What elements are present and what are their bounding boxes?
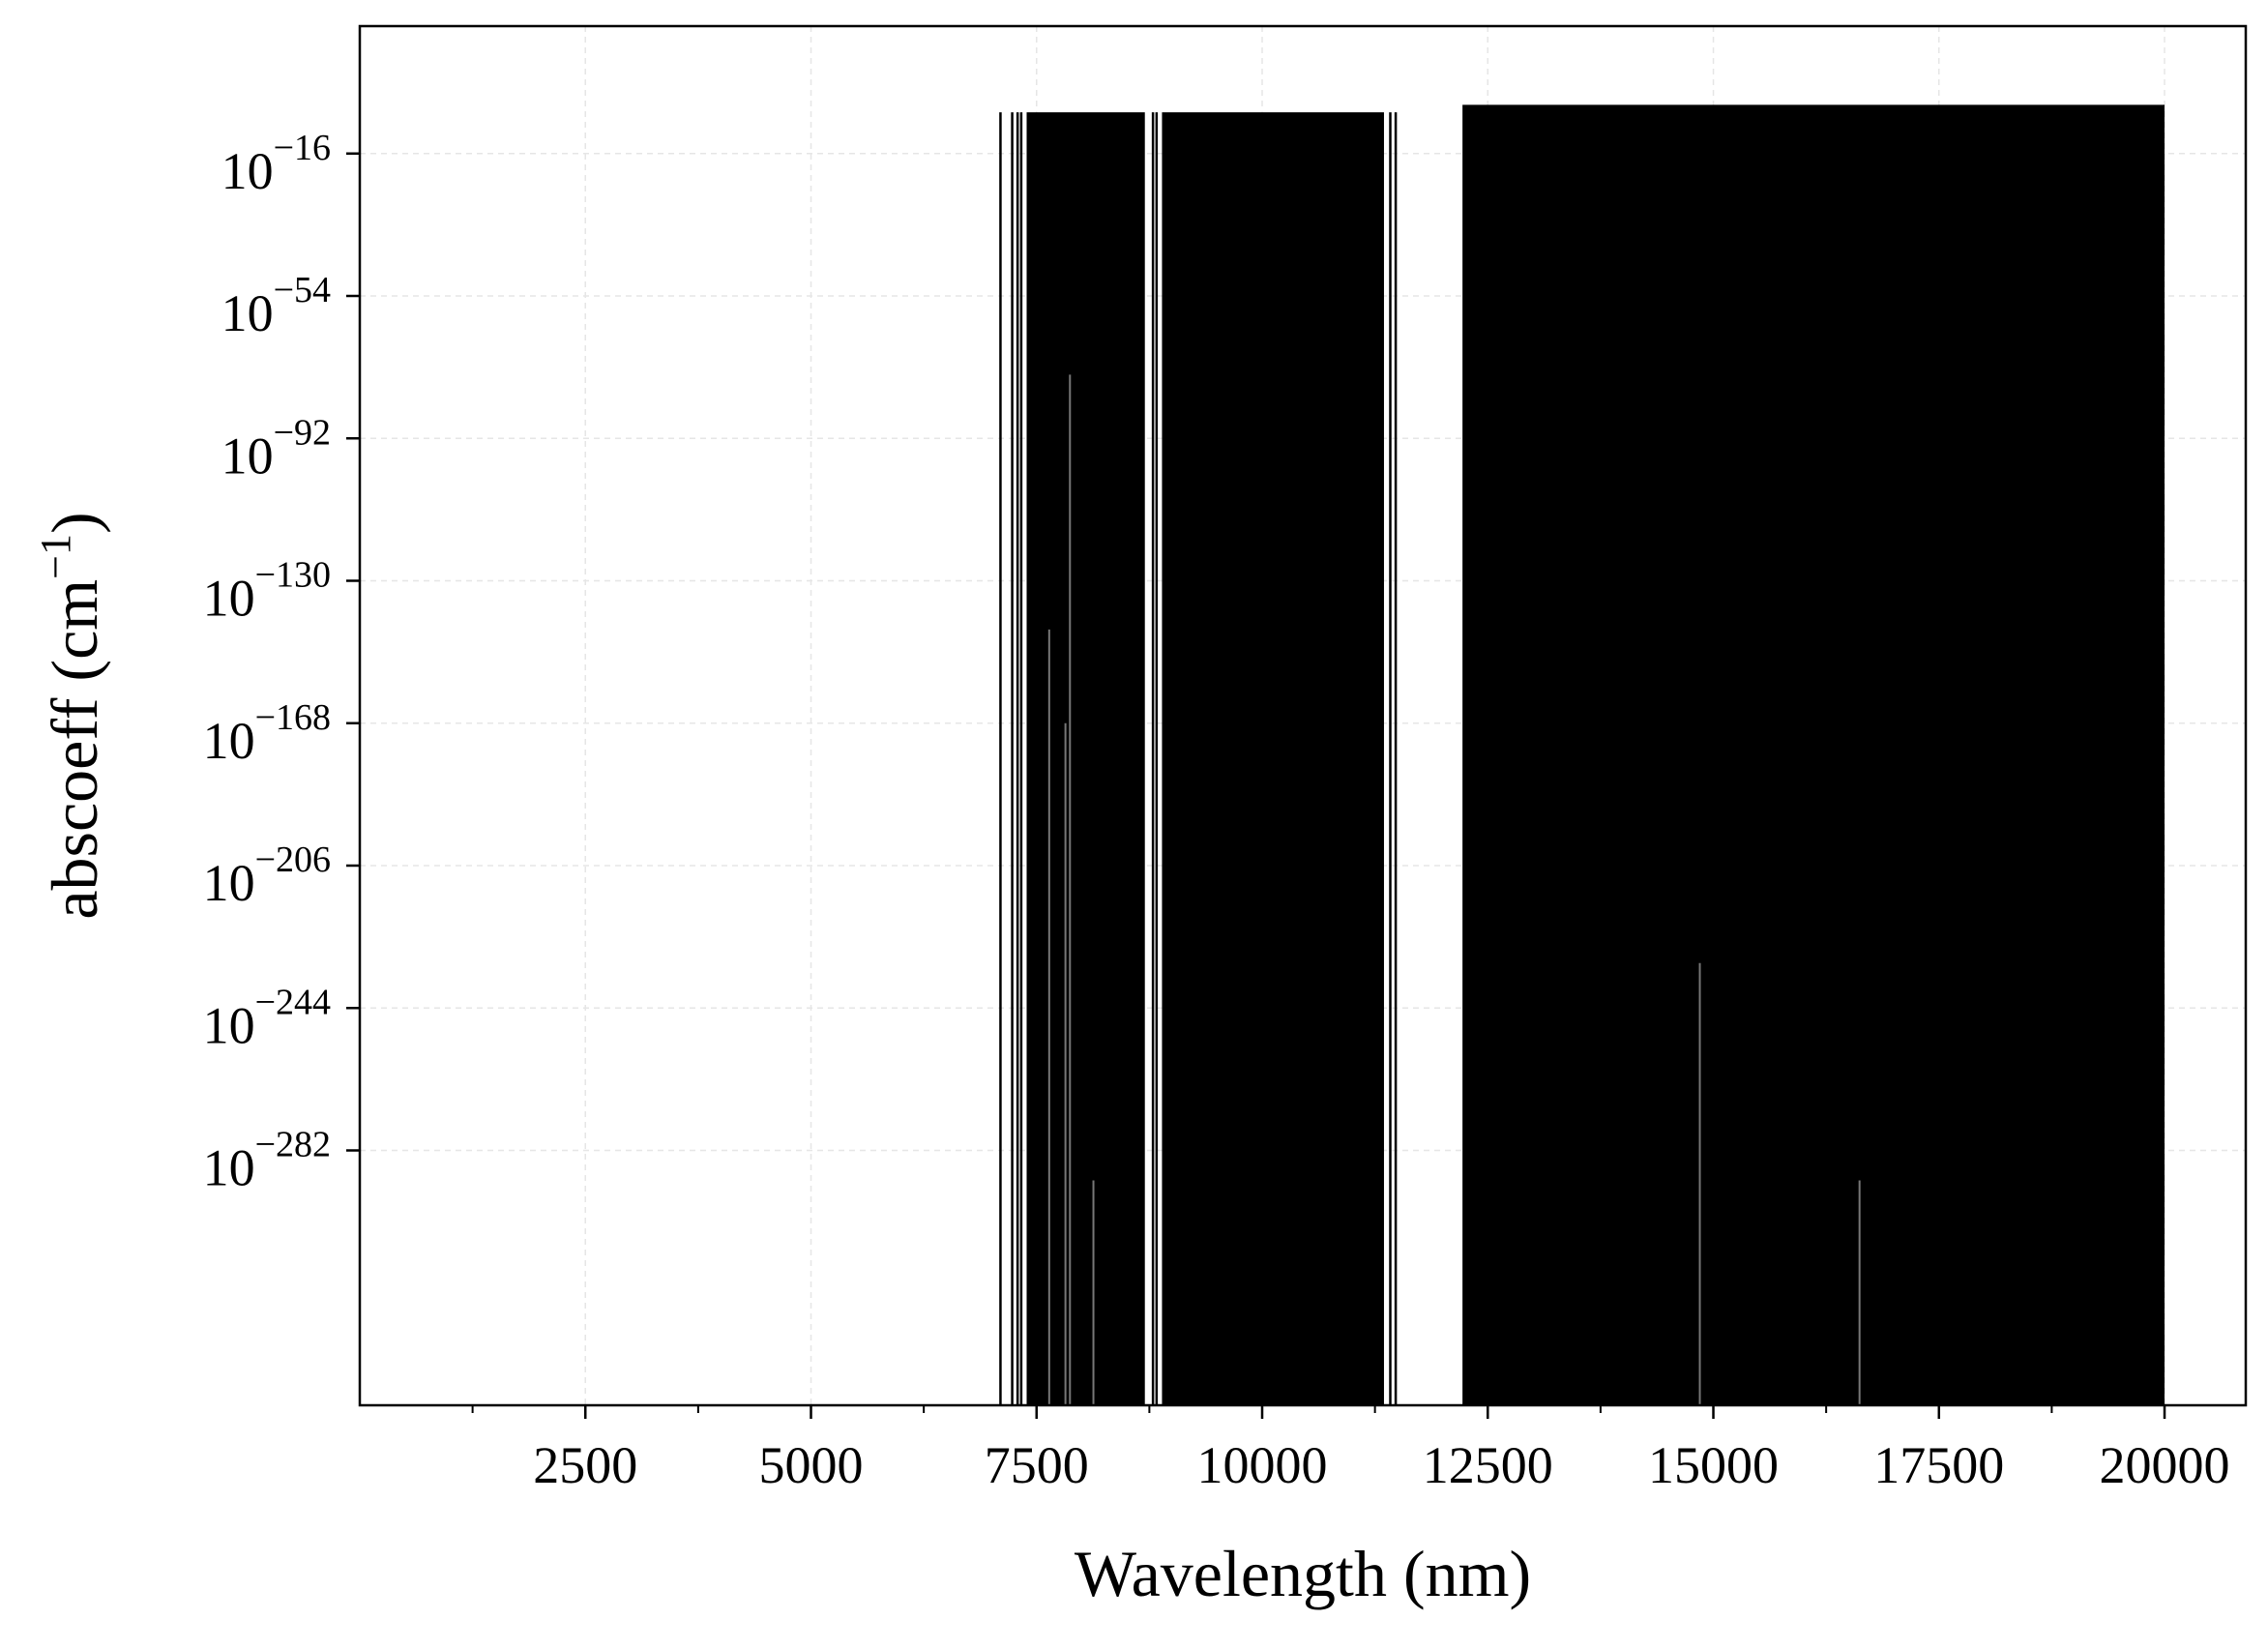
data-series bbox=[999, 104, 2165, 1405]
y-tick-exponent: −130 bbox=[255, 555, 331, 596]
y-axis-label: abscoeff (cm−1) bbox=[32, 512, 111, 919]
y-tick-base: 10 bbox=[221, 142, 274, 200]
x-tick-label: 20000 bbox=[2100, 1436, 2230, 1494]
y-tick-exponent: −92 bbox=[274, 412, 331, 453]
y-tick-base: 10 bbox=[203, 854, 255, 912]
y-tick-label: 10−282 bbox=[203, 1125, 331, 1197]
y-tick-label: 10−168 bbox=[203, 697, 331, 770]
spectrum-band bbox=[1462, 104, 2165, 1405]
y-tick-label: 10−130 bbox=[203, 555, 331, 628]
x-tick-label: 12500 bbox=[1423, 1436, 1553, 1494]
y-axis-label-exponent: −1 bbox=[32, 534, 79, 579]
spectrum-band bbox=[1162, 112, 1384, 1405]
y-tick-exponent: −54 bbox=[274, 270, 331, 310]
y-tick-base: 10 bbox=[221, 427, 274, 485]
x-tick-label: 2500 bbox=[533, 1436, 637, 1494]
y-tick-base: 10 bbox=[221, 284, 274, 342]
y-tick-label: 10−244 bbox=[203, 982, 331, 1054]
y-tick-exponent: −244 bbox=[255, 982, 331, 1022]
y-tick-base: 10 bbox=[203, 996, 255, 1054]
y-tick-base: 10 bbox=[203, 1139, 255, 1197]
y-tick-label: 10−206 bbox=[203, 839, 331, 912]
x-tick-label: 10000 bbox=[1197, 1436, 1328, 1494]
x-axis-label: Wavelength (nm) bbox=[1075, 1537, 1531, 1610]
y-tick-label: 10−92 bbox=[221, 412, 331, 485]
y-axis-label-base: abscoeff (cm bbox=[38, 579, 111, 920]
y-tick-base: 10 bbox=[203, 570, 255, 628]
y-tick-exponent: −16 bbox=[274, 128, 331, 168]
x-tick-label: 5000 bbox=[759, 1436, 864, 1494]
y-tick-label: 10−16 bbox=[221, 128, 331, 200]
spectrum-band bbox=[1026, 112, 1145, 1405]
x-tick-label: 15000 bbox=[1648, 1436, 1779, 1494]
y-tick-label: 10−54 bbox=[221, 270, 331, 342]
x-tick-label: 17500 bbox=[1873, 1436, 2004, 1494]
y-tick-base: 10 bbox=[203, 712, 255, 770]
y-axis: 10−1610−5410−9210−13010−16810−20610−2441… bbox=[203, 128, 360, 1197]
y-tick-exponent: −282 bbox=[255, 1125, 331, 1165]
y-axis-label-close: ) bbox=[38, 512, 111, 534]
y-tick-exponent: −206 bbox=[255, 839, 331, 880]
x-tick-label: 7500 bbox=[985, 1436, 1089, 1494]
y-tick-exponent: −168 bbox=[255, 697, 331, 738]
plot-area-frame bbox=[358, 24, 2248, 1407]
x-axis: 2500 5000 7500 10000 12500 15000 17500 20000 bbox=[471, 1405, 2230, 1494]
